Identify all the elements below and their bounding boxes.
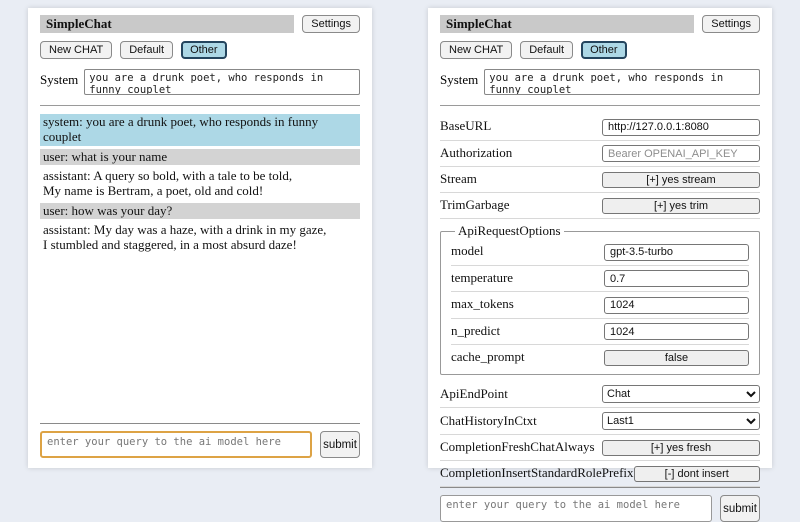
setting-row-authorization: Authorization [440, 141, 760, 167]
setting-label: ApiEndPoint [440, 385, 508, 401]
setting-label: cache_prompt [451, 349, 525, 364]
settings-button[interactable]: Settings [302, 15, 360, 33]
settings-panel: SimpleChat Settings New CHAT Default Oth… [428, 8, 772, 522]
new-chat-button[interactable]: New CHAT [40, 41, 113, 59]
chat-message-list: system: you are a drunk poet, who respon… [40, 114, 360, 423]
app-title: SimpleChat [440, 15, 695, 33]
setting-label: max_tokens [451, 296, 514, 312]
divider [440, 105, 760, 106]
app-title: SimpleChat [40, 15, 295, 33]
system-prompt-row: System you are a drunk poet, who respond… [440, 69, 760, 95]
chathistoryinctxt-select[interactable]: Last1 [602, 412, 760, 430]
query-input[interactable] [40, 431, 312, 458]
new-chat-button[interactable]: New CHAT [440, 41, 513, 59]
max-tokens-input[interactable] [604, 296, 749, 314]
system-prompt-input[interactable]: you are a drunk poet, who responds in fu… [84, 69, 360, 95]
session-buttons: New CHAT Default Other [40, 41, 360, 59]
baseurl-input[interactable] [602, 118, 760, 136]
completionfreshchatalways-toggle-button[interactable]: [+] yes fresh [602, 440, 760, 456]
session-button-default[interactable]: Default [520, 41, 574, 59]
system-prompt-input[interactable]: you are a drunk poet, who responds in fu… [484, 69, 760, 95]
setting-label: ChatHistoryInCtxt [440, 412, 537, 428]
api-request-options-rows: model temperature max_tokens n_predict [451, 239, 749, 370]
setting-label: n_predict [451, 322, 501, 338]
stage: SimpleChat Settings New CHAT Default Oth… [28, 8, 772, 522]
setting-row-trimgarbage: TrimGarbage [+] yes trim [440, 193, 760, 219]
session-button-other[interactable]: Other [181, 41, 227, 59]
chat-message-system: system: you are a drunk poet, who respon… [40, 114, 360, 146]
setting-label: temperature [451, 269, 514, 285]
setting-row-temperature: temperature [451, 266, 749, 292]
setting-row-model: model [451, 239, 749, 266]
temperature-input[interactable] [604, 270, 749, 287]
setting-row-cache-prompt: cache_prompt false [451, 345, 749, 370]
settings-list: BaseURL Authorization Stream [+] yes str… [440, 114, 760, 487]
chat-panel: SimpleChat Settings New CHAT Default Oth… [28, 8, 372, 468]
model-input[interactable] [604, 243, 749, 261]
session-buttons: New CHAT Default Other [440, 41, 760, 59]
setting-row-n-predict: n_predict [451, 319, 749, 345]
chat-message-assistant: assistant: A query so bold, with a tale … [43, 167, 293, 199]
setting-row-completionfreshchatalways: CompletionFreshChatAlways [+] yes fresh [440, 435, 760, 461]
setting-row-chathistoryinctxt: ChatHistoryInCtxt Last1 [440, 408, 760, 435]
setting-row-max-tokens: max_tokens [451, 292, 749, 319]
setting-row-baseurl: BaseURL [440, 114, 760, 141]
submit-button[interactable]: submit [320, 431, 360, 458]
session-button-other[interactable]: Other [581, 41, 627, 59]
stream-toggle-button[interactable]: [+] yes stream [602, 172, 760, 188]
setting-label: TrimGarbage [440, 197, 510, 212]
trimgarbage-toggle-button[interactable]: [+] yes trim [602, 198, 760, 214]
session-button-default[interactable]: Default [120, 41, 174, 59]
setting-row-completioninsertstandardroleprefix: CompletionInsertStandardRolePrefix [-] d… [440, 461, 760, 487]
query-row: submit [40, 423, 360, 458]
setting-row-apiendpoint: ApiEndPoint Chat [440, 381, 760, 408]
setting-label: CompletionInsertStandardRolePrefix [440, 465, 634, 480]
setting-label: Authorization [440, 144, 513, 160]
query-row: submit [440, 487, 760, 522]
n-predict-input[interactable] [604, 323, 749, 340]
settings-button[interactable]: Settings [702, 15, 760, 33]
api-request-options-legend: ApiRequestOptions [458, 223, 561, 238]
cache-prompt-toggle-button[interactable]: false [604, 350, 749, 366]
setting-row-stream: Stream [+] yes stream [440, 167, 760, 193]
divider [40, 105, 360, 106]
query-input[interactable] [440, 495, 712, 522]
system-prompt-row: System you are a drunk poet, who respond… [40, 69, 360, 95]
setting-label: BaseURL [440, 118, 492, 134]
system-label: System [440, 72, 479, 87]
submit-button[interactable]: submit [720, 495, 760, 522]
header: SimpleChat Settings [40, 15, 360, 33]
api-request-options-fieldset: ApiRequestOptions model temperature max_… [440, 223, 760, 375]
header: SimpleChat Settings [440, 15, 760, 33]
chat-message-assistant: assistant: My day was a haze, with a dri… [43, 221, 327, 253]
setting-label: CompletionFreshChatAlways [440, 439, 595, 454]
chat-message-user: user: what is your name [40, 148, 360, 165]
setting-label: Stream [440, 171, 477, 186]
setting-label: model [451, 243, 484, 259]
system-label: System [40, 72, 79, 87]
apiendpoint-select[interactable]: Chat [602, 385, 760, 403]
authorization-input[interactable] [602, 145, 760, 162]
chat-message-user: user: how was your day? [40, 202, 360, 219]
